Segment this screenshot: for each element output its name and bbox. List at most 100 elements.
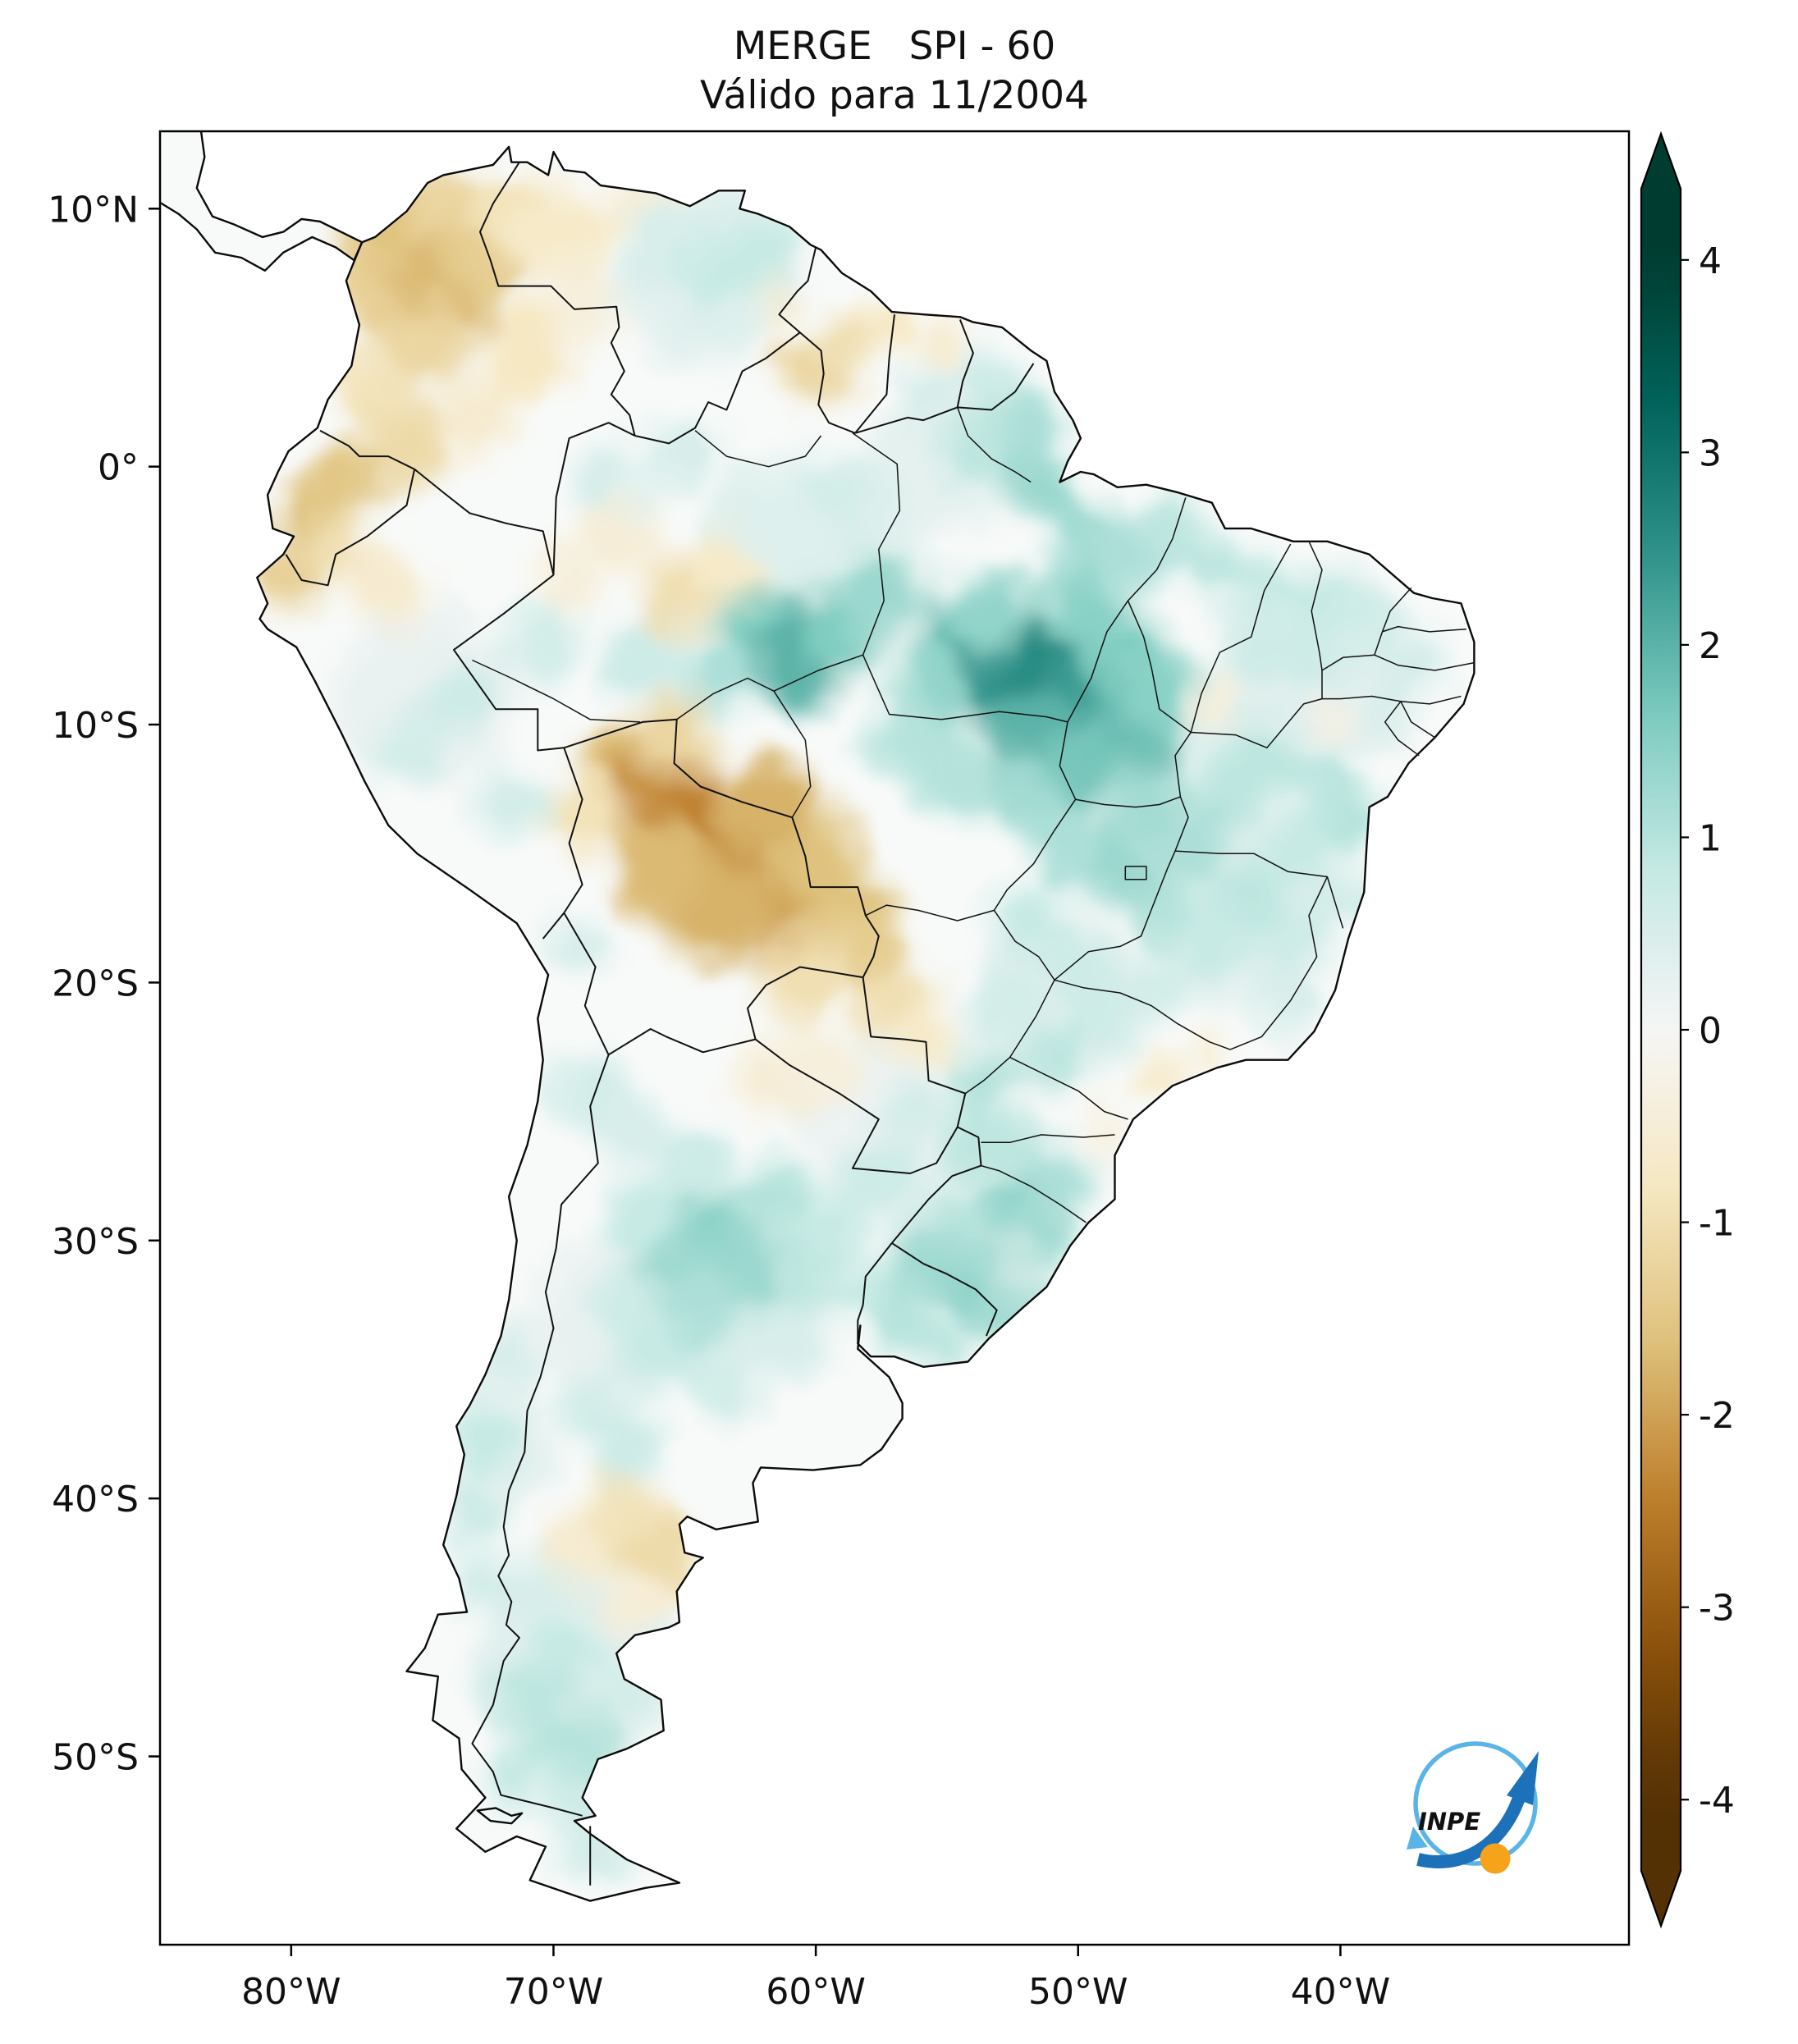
colorbar-tick-label: 2 [1699, 625, 1722, 667]
colorbar-outline [1640, 130, 1682, 1929]
spi-cell [1314, 698, 1357, 741]
spi-cell [548, 915, 611, 978]
lat-tick-label: 50°S [52, 1737, 139, 1779]
spi-cell [1270, 618, 1338, 687]
spi-cell [606, 620, 685, 700]
spi-cell [538, 1709, 611, 1783]
spi-cell [451, 1407, 520, 1476]
spi-cell [545, 778, 624, 857]
spi-cell [367, 401, 446, 481]
spi-cell [1067, 981, 1141, 1056]
lon-tick-label: 60°W [766, 1971, 866, 2013]
spi-cell [443, 1482, 506, 1546]
spi-cell [1219, 620, 1283, 684]
colorbar-tick-label: 1 [1699, 817, 1722, 859]
state-borders [472, 407, 1475, 1223]
logo-orange-ball-icon [1480, 1843, 1511, 1874]
spi-raster-field [251, 164, 1453, 1884]
colorbar-extend-max [1641, 134, 1681, 189]
colorbar-tick-label: -4 [1699, 1780, 1735, 1822]
spi-cell [532, 548, 602, 617]
spi-cell [511, 1559, 575, 1623]
lon-tick-label: 80°W [241, 1971, 341, 2013]
spi-cell [684, 1348, 758, 1422]
spi-cell [702, 288, 771, 357]
spi-cell [346, 546, 425, 625]
spi-cell [915, 1317, 979, 1381]
inpe-logo-text: INPE [1418, 1808, 1480, 1836]
spi-cell [1183, 909, 1257, 984]
spi-cell [1256, 966, 1320, 1030]
spi-cell [301, 510, 370, 578]
colorbar-tick-label: 3 [1699, 432, 1722, 474]
lat-tick-label: 10°N [48, 189, 139, 231]
country-borders [285, 162, 1035, 1886]
spi-cell [501, 607, 580, 687]
lat-tick-label: 40°S [52, 1479, 139, 1520]
spi-cell [1264, 814, 1333, 883]
spi-cell [1018, 1020, 1087, 1089]
spi-cell [831, 1260, 894, 1324]
spi-cell [939, 422, 1008, 491]
spi-cell [380, 300, 464, 385]
spi-cell [645, 414, 725, 493]
spi-cell [588, 1655, 657, 1724]
spi-cell [844, 1144, 913, 1213]
spi-cell [1324, 791, 1388, 854]
spi-cell [1123, 948, 1192, 1017]
coastline [160, 131, 1475, 1902]
spi-cell [1345, 595, 1409, 658]
spi-cell [920, 313, 973, 367]
inpe-logo: INPE [1407, 1741, 1539, 1874]
spi-cell [621, 1317, 696, 1391]
colorbar-tick-label: -3 [1699, 1588, 1735, 1630]
spi-cell [652, 1126, 727, 1200]
spi-cell [1041, 569, 1126, 653]
spi-cell [634, 695, 714, 775]
logo-swoosh-arrowhead-icon [1507, 1751, 1539, 1805]
figure-title: MERGE SPI - 60 [734, 24, 1056, 69]
spi-cell [941, 1105, 1005, 1169]
colorbar-tick-label: 4 [1699, 240, 1722, 282]
spi-cell [1119, 652, 1194, 725]
spi-cell [1109, 765, 1183, 839]
spi-cell [595, 1095, 670, 1169]
spi-cell [878, 1085, 942, 1149]
spi-cell [1180, 530, 1249, 599]
spi-cell [862, 298, 916, 351]
logo-orbit-arrowhead-icon [1407, 1827, 1428, 1850]
spi-cell [372, 713, 446, 788]
spi-cell [480, 303, 574, 398]
spi-cell [1028, 803, 1107, 883]
lon-tick-label: 40°W [1291, 1971, 1391, 2013]
spi-cell [947, 564, 1032, 648]
spi-cell [716, 754, 811, 849]
colorbar-tick-label: -1 [1699, 1203, 1735, 1245]
spi-cell [684, 636, 758, 710]
spi-cell [1309, 868, 1372, 932]
spi-cell [724, 1159, 803, 1239]
axes: 10°N 0° 10°S 20°S 30°S 40°S 50°S 80°W 70°W 60°W 50… [48, 130, 1631, 2013]
spi-cell [424, 661, 499, 736]
spi-cell [1364, 670, 1422, 728]
spi-cell [1015, 1204, 1078, 1267]
spi-cell [619, 200, 698, 279]
figure-subtitle: Válido para 11/2004 [700, 73, 1089, 118]
spi-cell [448, 1554, 512, 1618]
spi-cell [805, 455, 879, 529]
spi-cell [611, 819, 706, 914]
lon-tick-label: 50°W [1028, 1971, 1128, 2013]
spi-cell [477, 1743, 546, 1812]
spi-cell [603, 1567, 672, 1636]
spi-cell [1259, 902, 1328, 971]
spi-cell [968, 961, 1042, 1036]
spi-cell [569, 442, 643, 517]
spi-cell [606, 1177, 679, 1252]
map-plot [160, 131, 1475, 1902]
colorbar: 4 3 2 1 0 -1 -2 -3 -4 [1640, 130, 1735, 1929]
spi-cell [836, 548, 921, 633]
colorbar-extend-min [1641, 1871, 1681, 1926]
colorbar-gradient [1641, 189, 1681, 1871]
spi-cell [994, 884, 1068, 958]
